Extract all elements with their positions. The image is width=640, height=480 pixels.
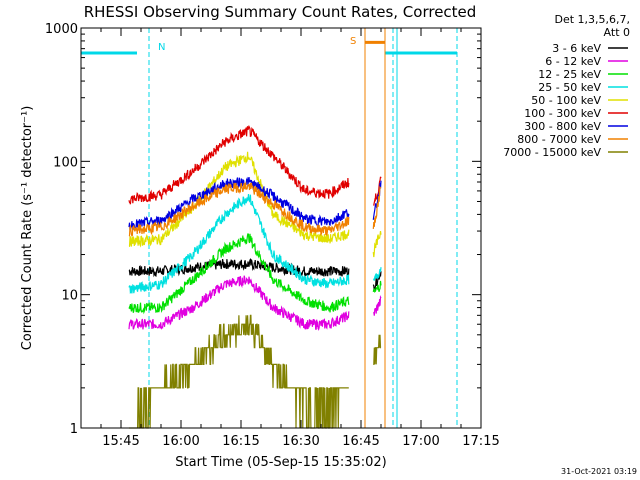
legend-header-line-1: Det 1,3,5,6,7, [554,13,630,26]
legend-label: 3 - 6 keV [552,42,601,55]
y-tick-label: 1000 [45,22,78,37]
series-line [128,124,382,206]
series-line [128,181,382,237]
series-layer [128,124,382,429]
x-tick-label: 16:30 [282,434,319,449]
generated-timestamp: 31-Oct-2021 03:19 [561,467,637,476]
legend-label: 25 - 50 keV [538,81,601,94]
y-axis-label: Corrected Count Rate (s⁻¹ detector⁻¹) [20,106,35,351]
legend-label: 800 - 7000 keV [517,133,601,146]
night-marker-label: N [158,42,165,53]
series-line [128,275,382,331]
legend-label: 100 - 300 keV [524,107,601,120]
legend-label: 300 - 800 keV [524,120,601,133]
legend-header-line-2: Att 0 [604,26,630,39]
series-line [128,233,382,315]
x-tick-label: 15:45 [102,434,139,449]
y-tick-label: 10 [61,289,78,304]
y-tick-label: 100 [53,155,78,170]
y-tick-label: 1 [70,422,78,437]
series-line [129,314,382,429]
legend-label: 12 - 25 keV [538,68,601,81]
x-tick-label: 16:00 [162,434,199,449]
series-line [128,257,382,292]
saa-marker-label: S [350,36,356,47]
x-tick-label: 17:15 [462,434,499,449]
legend-label: 7000 - 15000 keV [503,146,601,159]
x-tick-label: 16:15 [222,434,259,449]
chart-title: RHESSI Observing Summary Count Rates, Co… [84,3,477,21]
spacecraft-state-bars [80,28,458,428]
legend-label: 6 - 12 keV [545,55,601,68]
axes: 15:45 16:00 16:15 16:30 16:45 17:00 17:15 1 10 10… [45,22,500,449]
x-tick-label: 17:00 [402,434,439,449]
x-tick-label: 16:45 [342,434,379,449]
legend-label: 50 - 100 keV [531,94,601,107]
series-line [128,194,382,294]
series-line [128,151,382,258]
x-axis-label: Start Time (05-Sep-15 15:35:02) [175,455,386,470]
